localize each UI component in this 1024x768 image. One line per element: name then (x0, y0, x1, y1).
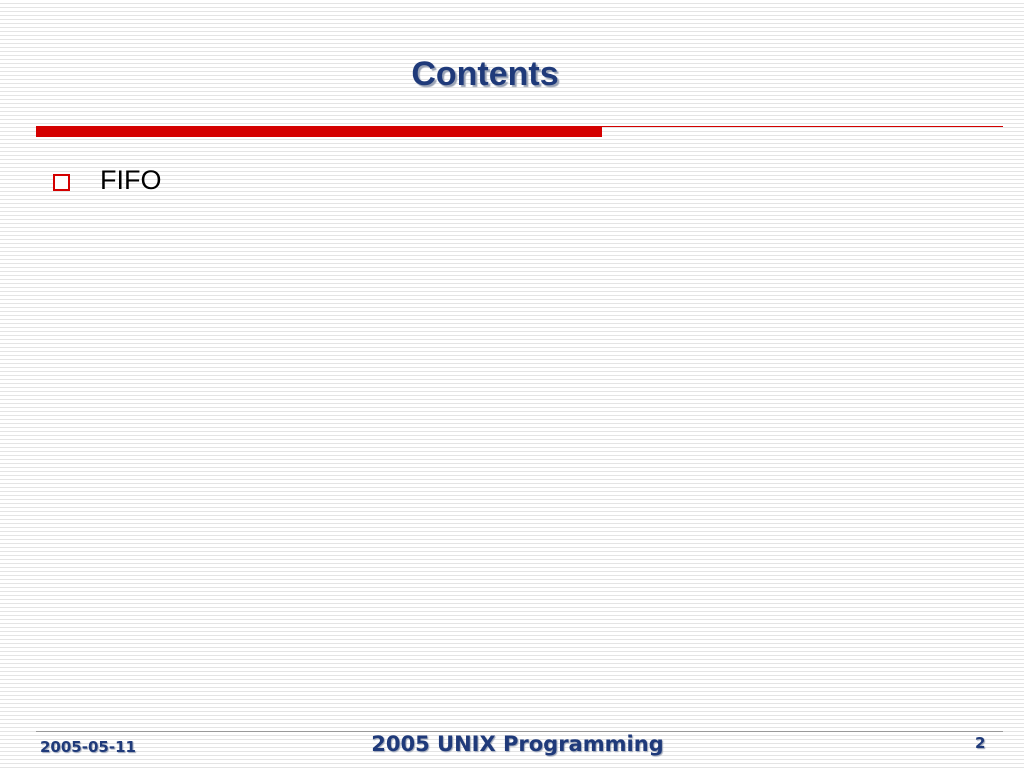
footer-date: 2005-05-11 (40, 738, 136, 756)
title-rule-thin (602, 126, 1003, 127)
title-rule (36, 126, 602, 137)
footer-title: 2005 UNIX Programming (371, 732, 664, 756)
slide-title: Contents (411, 55, 559, 93)
page-number: 2 (975, 734, 986, 752)
bullet-marker (53, 174, 70, 191)
footer-rule (36, 731, 1003, 732)
bullet-text: FIFO (100, 165, 162, 195)
